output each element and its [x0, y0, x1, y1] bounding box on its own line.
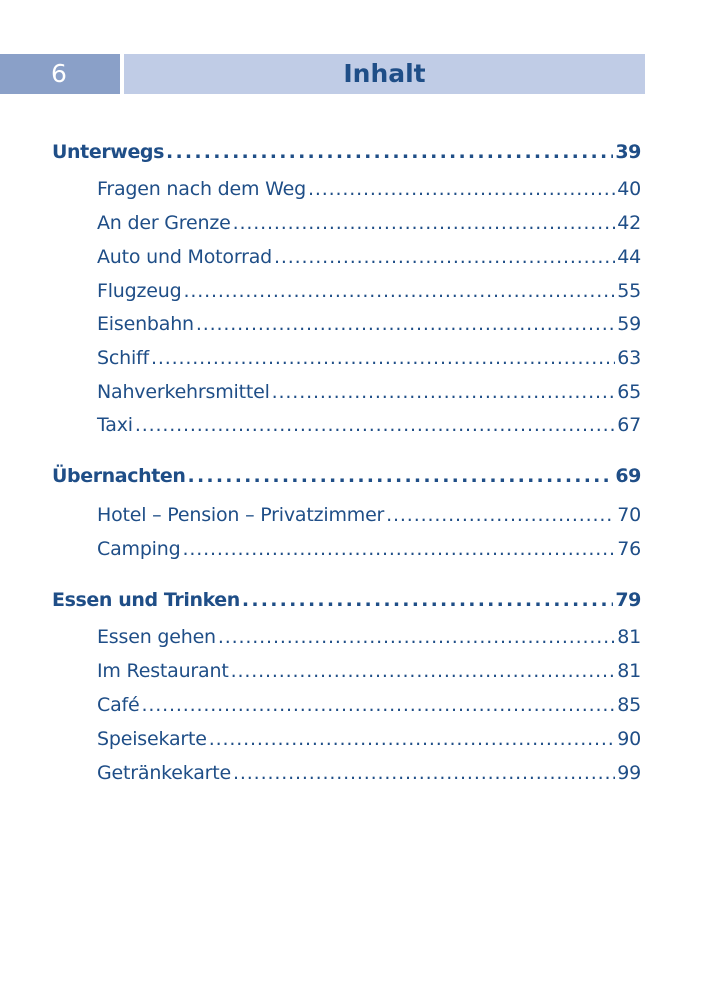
toc-item: Im Restaurant 81: [97, 656, 641, 686]
page-title: Inhalt: [343, 59, 426, 88]
toc-item-title: Getränkekarte: [97, 762, 232, 784]
toc-item-page: 40: [617, 178, 641, 200]
toc-chapter-unterwegs: Unterwegs 39: [52, 137, 641, 167]
toc-item: Speisekarte 90: [97, 724, 641, 754]
toc-item-page: 67: [617, 414, 641, 436]
dot-leader: [188, 461, 614, 491]
toc-chapter-page: 79: [615, 589, 641, 611]
toc-item-page: 55: [617, 280, 641, 302]
toc-chapter-essen-und-trinken: Essen und Trinken 79: [52, 585, 641, 615]
dot-leader: [196, 309, 615, 339]
dot-leader: [183, 276, 615, 306]
toc-item-page: 76: [617, 538, 641, 560]
toc-item-title: Auto und Motorrad: [97, 246, 273, 268]
toc-item: Flugzeug 55: [97, 276, 641, 306]
toc-item-title: Fragen nach dem Weg: [97, 178, 306, 200]
dot-leader: [233, 758, 615, 788]
toc-item-page: 42: [617, 212, 641, 234]
toc-item: An der Grenze 42: [97, 208, 641, 238]
toc-item: Café 85: [97, 690, 641, 720]
dot-leader: [231, 656, 616, 686]
toc-item: Taxi 67: [97, 410, 641, 440]
toc-item: Essen gehen 81: [97, 622, 641, 652]
dot-leader: [135, 410, 615, 440]
toc-item-title: Schiff: [97, 347, 150, 369]
toc-item-page: 59: [617, 313, 641, 335]
toc-item-title: Taxi: [97, 414, 133, 436]
toc-chapter-uebernachten: Übernachten 69: [52, 461, 641, 491]
toc-item-page: 85: [617, 694, 641, 716]
toc-item-page: 44: [617, 246, 641, 268]
dot-leader: [166, 137, 613, 167]
toc-item-page: 81: [617, 660, 641, 682]
toc-item-title: Nahverkehrsmittel: [97, 381, 270, 403]
dot-leader: [218, 622, 615, 652]
toc-item-page: 65: [617, 381, 641, 403]
toc-item-page: 99: [617, 762, 641, 784]
toc-item-title: An der Grenze: [97, 212, 231, 234]
toc-chapter-title: Essen und Trinken: [52, 589, 240, 611]
toc-item-title: Hotel – Pension – Privatzimmer: [97, 504, 385, 526]
toc-item: Schiff 63: [97, 343, 641, 373]
dot-leader: [142, 690, 616, 720]
dot-leader: [242, 585, 613, 615]
page-number-box: 6: [0, 54, 120, 94]
toc-item-title: Im Restaurant: [97, 660, 229, 682]
toc-item-page: 81: [617, 626, 641, 648]
dot-leader: [272, 377, 616, 407]
toc-chapter-title: Unterwegs: [52, 141, 165, 163]
dot-leader: [151, 343, 615, 373]
dot-leader: [386, 500, 615, 530]
toc-item-page: 90: [617, 728, 641, 750]
page-number: 6: [51, 59, 67, 88]
dot-leader: [308, 174, 615, 204]
page-header: 6 Inhalt: [0, 54, 645, 94]
dot-leader: [274, 242, 615, 272]
dot-leader: [209, 724, 615, 754]
title-box: Inhalt: [124, 54, 645, 94]
dot-leader: [182, 534, 615, 564]
toc-chapter-page: 69: [615, 465, 641, 487]
toc-item: Fragen nach dem Weg 40: [97, 174, 641, 204]
toc-item: Auto und Motorrad 44: [97, 242, 641, 272]
toc-item: Getränkekarte 99: [97, 758, 641, 788]
toc-item-title: Camping: [97, 538, 181, 560]
toc-item-title: Eisenbahn: [97, 313, 194, 335]
toc-chapter-page: 39: [615, 141, 641, 163]
toc-item-title: Café: [97, 694, 140, 716]
dot-leader: [233, 208, 616, 238]
toc-chapter-title: Übernachten: [52, 465, 186, 487]
toc-item-page: 70: [617, 504, 641, 526]
toc-item: Nahverkehrsmittel 65: [97, 377, 641, 407]
toc-item: Hotel – Pension – Privatzimmer 70: [97, 500, 641, 530]
toc-item-title: Speisekarte: [97, 728, 207, 750]
toc-item-title: Flugzeug: [97, 280, 182, 302]
toc-item-title: Essen gehen: [97, 626, 216, 648]
toc-item-page: 63: [617, 347, 641, 369]
toc-item: Eisenbahn 59: [97, 309, 641, 339]
toc-item: Camping 76: [97, 534, 641, 564]
